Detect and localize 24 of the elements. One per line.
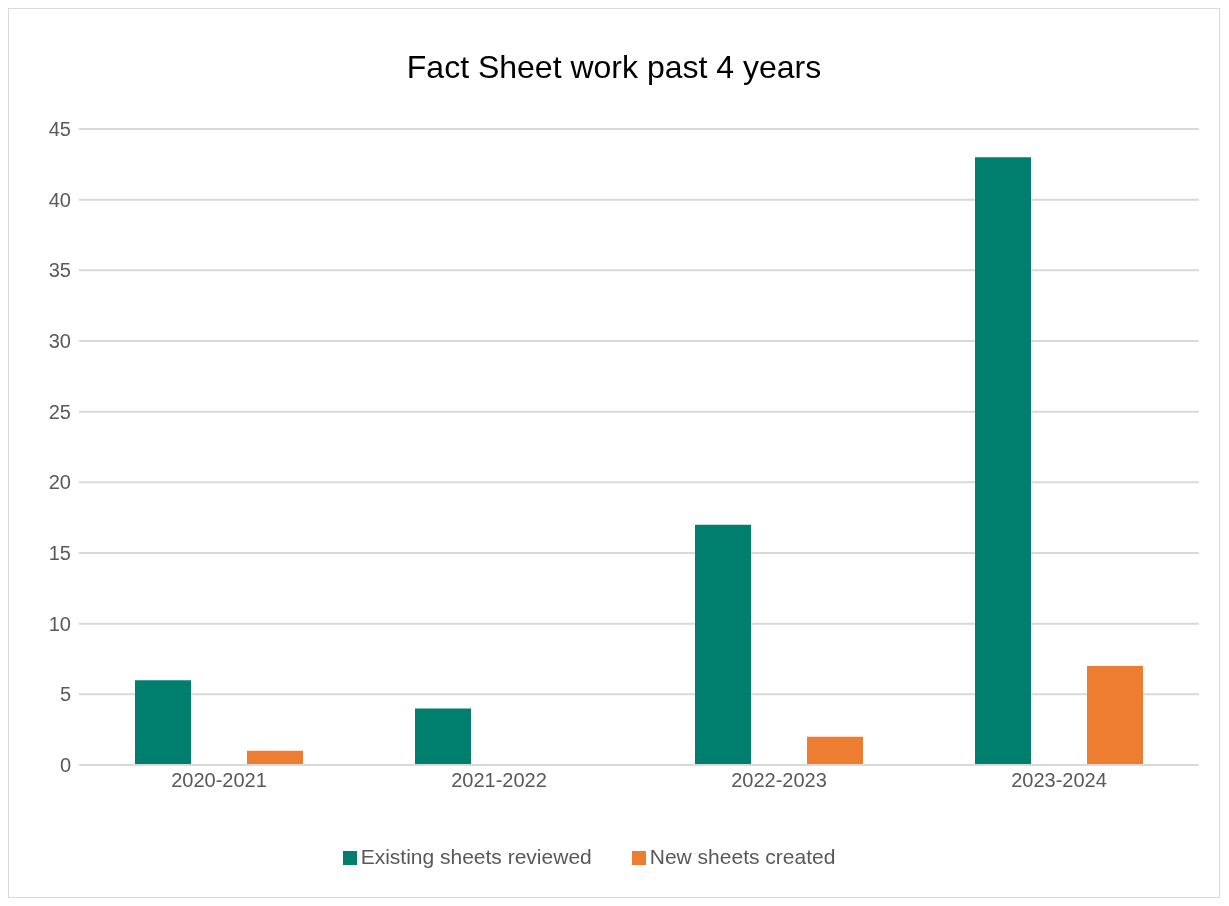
x-tick-label: 2021-2022 [451, 769, 547, 792]
y-tick-label: 5 [59, 683, 71, 706]
y-tick-label: 45 [48, 118, 71, 141]
y-tick-label: 0 [59, 754, 71, 777]
bar [415, 708, 471, 765]
chart-title: Fact Sheet work past 4 years [405, 49, 823, 86]
bar [1087, 666, 1143, 765]
y-tick-label: 30 [48, 330, 71, 353]
y-tick-label: 35 [48, 259, 71, 282]
y-tick-label: 20 [48, 471, 71, 494]
bar [135, 680, 191, 765]
bar [975, 157, 1031, 765]
y-tick-label: 15 [48, 542, 71, 565]
x-tick-label: 2023-2024 [1011, 769, 1107, 792]
x-tick-label: 2020-2021 [171, 769, 267, 792]
x-tick-label: 2022-2023 [731, 769, 827, 792]
legend-label: Existing sheets reviewed [360, 845, 592, 868]
y-tick-label: 10 [48, 612, 71, 635]
y-tick-label: 40 [48, 188, 71, 211]
legend-label: New sheets created [649, 845, 836, 868]
bar [247, 750, 303, 765]
bar [695, 524, 751, 765]
y-tick-label: 25 [48, 400, 71, 423]
bar [807, 736, 863, 765]
